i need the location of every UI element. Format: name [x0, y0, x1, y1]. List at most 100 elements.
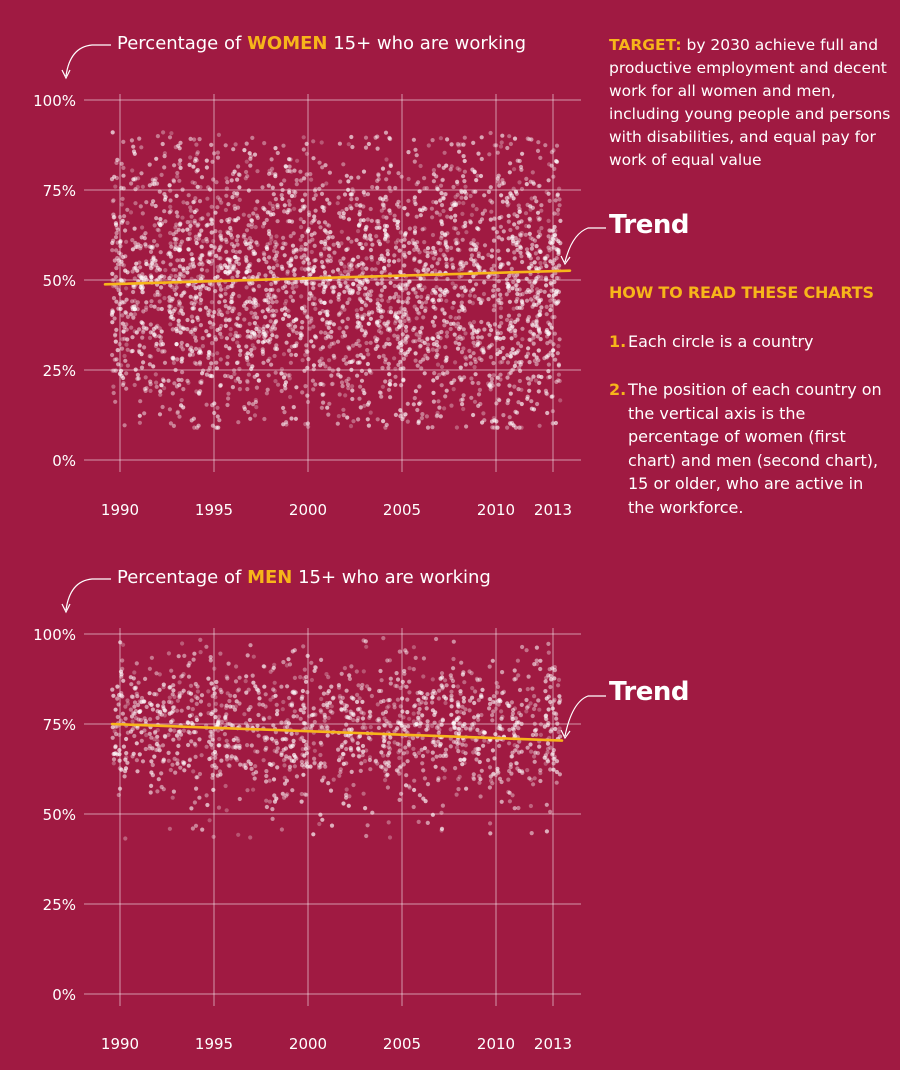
- country-point: [304, 151, 309, 156]
- country-point: [157, 412, 163, 417]
- country-point: [516, 387, 521, 392]
- country-point: [318, 708, 323, 713]
- country-point: [556, 677, 562, 683]
- country-point: [295, 158, 300, 163]
- country-point: [270, 203, 275, 209]
- country-point: [162, 349, 167, 354]
- country-point: [497, 256, 502, 261]
- country-point: [537, 216, 543, 221]
- country-point: [426, 342, 431, 347]
- country-point: [499, 140, 504, 145]
- country-point: [232, 707, 238, 712]
- country-point: [212, 310, 217, 315]
- country-point: [526, 315, 532, 320]
- country-point: [213, 210, 218, 215]
- country-point: [356, 338, 361, 343]
- country-point: [225, 402, 230, 408]
- country-point: [177, 178, 182, 183]
- country-point: [494, 706, 499, 711]
- country-point: [158, 392, 163, 397]
- country-point: [273, 174, 278, 179]
- country-point: [219, 200, 224, 205]
- country-point: [109, 177, 115, 182]
- country-point: [179, 674, 184, 679]
- country-point: [170, 795, 175, 800]
- country-point: [299, 325, 304, 330]
- country-point: [209, 142, 214, 147]
- country-point: [558, 697, 563, 703]
- country-point: [175, 409, 180, 414]
- country-point: [169, 314, 174, 320]
- country-point: [412, 256, 417, 261]
- country-point: [425, 251, 430, 256]
- men-chart-title: Percentage of MEN 15+ who are working: [117, 567, 491, 588]
- country-point: [231, 291, 236, 296]
- country-point: [351, 281, 356, 286]
- country-point: [210, 159, 215, 164]
- country-point: [313, 665, 318, 670]
- country-point: [402, 727, 407, 732]
- country-point: [377, 718, 382, 723]
- country-point: [226, 661, 231, 666]
- country-point: [473, 689, 478, 694]
- country-point: [236, 738, 241, 743]
- country-point: [344, 247, 349, 252]
- country-point: [174, 237, 179, 242]
- country-point: [354, 238, 359, 243]
- country-point: [478, 299, 483, 304]
- country-point: [298, 178, 304, 183]
- country-point: [185, 270, 190, 275]
- country-point: [379, 678, 384, 683]
- y-tick-label: 100%: [33, 626, 76, 644]
- country-point: [139, 320, 144, 325]
- country-point: [214, 366, 219, 371]
- country-point: [131, 149, 137, 154]
- country-point: [505, 248, 511, 253]
- country-point: [505, 425, 510, 430]
- country-point: [535, 256, 541, 261]
- country-point: [529, 399, 534, 404]
- country-point: [512, 384, 517, 389]
- country-point: [342, 666, 347, 671]
- country-point: [244, 306, 249, 311]
- country-point: [172, 728, 177, 733]
- country-point: [125, 363, 130, 368]
- country-point: [121, 329, 126, 334]
- country-point: [139, 276, 144, 281]
- country-point: [327, 358, 332, 363]
- country-point: [188, 155, 193, 160]
- country-point: [227, 346, 232, 351]
- country-point: [216, 281, 221, 286]
- country-point: [283, 241, 288, 246]
- country-point: [551, 748, 556, 753]
- country-point: [514, 191, 519, 196]
- country-point: [155, 227, 160, 232]
- country-point: [324, 181, 329, 186]
- country-point: [430, 677, 435, 682]
- country-point: [319, 191, 325, 196]
- country-point: [137, 327, 142, 332]
- country-point: [381, 205, 387, 211]
- country-point: [360, 280, 365, 285]
- country-point: [204, 236, 209, 242]
- country-point: [356, 683, 361, 688]
- country-point: [113, 707, 118, 712]
- country-point: [433, 315, 438, 320]
- country-point: [312, 214, 317, 219]
- country-point: [517, 313, 522, 318]
- country-point: [249, 347, 254, 353]
- country-point: [224, 744, 229, 749]
- country-point: [393, 382, 398, 387]
- country-point: [479, 335, 484, 340]
- country-point: [236, 376, 241, 381]
- country-point: [217, 769, 223, 774]
- country-point: [287, 662, 293, 667]
- country-point: [413, 655, 418, 661]
- country-point: [461, 738, 466, 743]
- country-point: [398, 359, 403, 364]
- country-point: [386, 365, 391, 370]
- country-point: [434, 725, 440, 730]
- country-point: [421, 656, 426, 661]
- country-point: [453, 360, 458, 365]
- country-point: [322, 284, 327, 289]
